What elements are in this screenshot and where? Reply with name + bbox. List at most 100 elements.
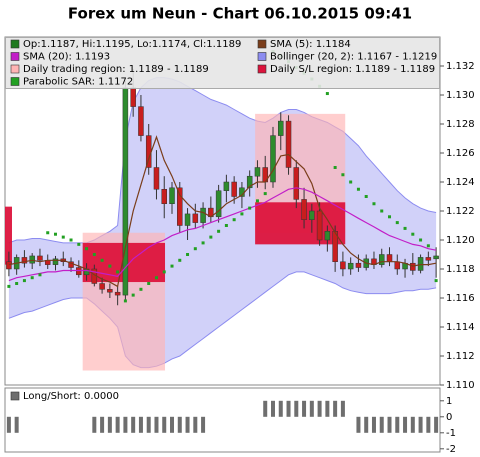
bar [302,400,307,417]
bar [14,416,19,433]
candle-body [21,257,28,264]
y-tick-label: 1.128 [446,119,475,130]
bar [395,416,400,433]
candle-body [37,255,43,261]
candle-body [223,181,230,191]
bar [92,416,97,433]
candle-body [433,255,439,260]
legend-swatch [10,64,20,74]
candle-body [6,261,12,270]
candle-body [347,262,354,270]
y-tick-label: 1.124 [446,177,475,188]
sar-dot [38,273,42,277]
bar [356,416,361,433]
y-tick-label: 1 [446,396,452,407]
sar-dot [434,279,438,283]
candle-body [355,262,362,268]
sar-dot [356,187,360,191]
candle-body [246,175,253,189]
sar-dot [341,173,345,177]
sar-dot [248,206,252,210]
sar-dot [349,180,353,184]
bar [286,400,291,417]
candle-body [285,120,292,168]
sar-dot [419,238,423,242]
bar [177,416,182,433]
y-tick-label: 1.112 [446,351,475,362]
bar [418,416,423,433]
legend-label: Daily trading region: 1.1189 - 1.1189 [23,64,209,75]
candle-body [278,120,284,136]
candle-body [410,262,416,271]
candle-body [122,87,129,296]
candle-body [394,261,401,270]
sar-dot [426,244,430,248]
sar-dot [263,192,267,196]
candle-body [316,210,323,241]
candle-body [231,181,237,197]
bar [340,400,345,417]
sar-dot [30,276,34,280]
candle-body [138,106,144,136]
legend-label: Parabolic SAR: 1.1172 [23,77,133,88]
candle-body [340,261,346,270]
y-tick-label: 1.132 [446,61,475,72]
candle-body [386,254,393,262]
sar-dot [395,221,399,225]
legend-swatch [10,39,20,49]
bar [434,416,439,433]
sar-dot [46,231,50,235]
candle-body [29,255,35,264]
bar [170,416,175,433]
candle-body [270,135,276,183]
legend-label: Op:1.1187, Hi:1.1195, Lo:1.1174, Cl:1.11… [23,39,241,50]
legend-label: Bollinger (20, 2): 1.1167 - 1.1219 [270,52,437,63]
candle-body [254,167,261,177]
candle-body [52,258,59,265]
sar-dot [108,264,112,268]
legend-swatch [10,391,20,401]
bar [131,416,136,433]
sma-line [8,187,437,282]
sar-dot [15,282,19,285]
bar [193,416,198,433]
sar-dot [85,247,89,251]
candle-body [130,87,136,107]
sar-dot [325,92,329,96]
candle-body [332,231,338,263]
sar-dot [147,282,151,285]
legend-swatch [257,39,267,49]
sar-dot [69,238,73,242]
sar-dot [92,253,96,256]
bar [6,416,11,433]
bar [270,400,275,417]
bar [201,416,206,433]
sar-dot [209,235,213,239]
bar [410,416,415,433]
bar [294,400,299,417]
region [255,202,346,245]
sar-dot [224,224,228,227]
bar [309,400,314,417]
bar [146,416,151,433]
sar-dot [154,276,158,280]
bar [317,400,322,417]
candle-body [192,213,199,223]
y-tick-label: 1.114 [446,322,475,333]
candle-body [76,267,82,276]
candle-body [184,213,191,226]
sar-dot [131,293,135,297]
bar [185,416,190,433]
y-tick-label: 1.126 [446,148,475,159]
candle-body [309,210,315,220]
plot-frame [4,36,441,386]
sar-dot [186,253,190,256]
sar-dot [403,226,407,230]
sar-dot [372,202,376,206]
candle-body [107,289,113,293]
sar-dot [170,264,174,268]
sar-dot [255,199,259,203]
sar-dot [201,241,205,245]
bar [100,416,105,433]
